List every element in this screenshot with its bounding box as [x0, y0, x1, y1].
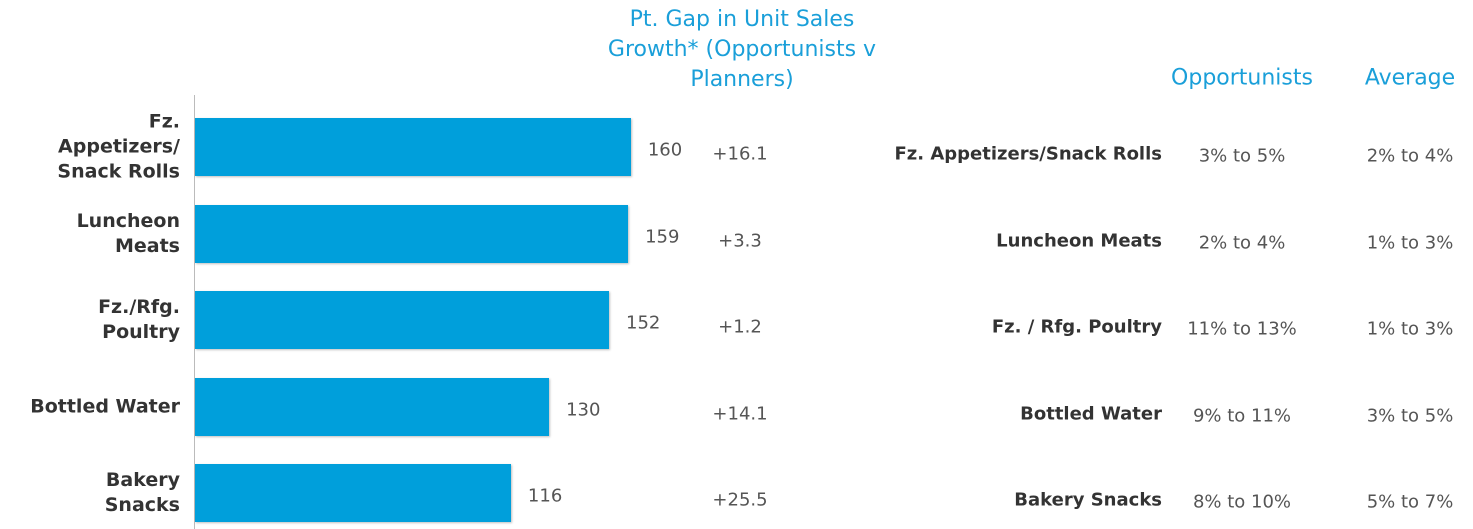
- row-label: Luncheon Meats: [996, 230, 1162, 251]
- category-label: Bottled Water: [30, 395, 180, 417]
- table-cell: 11% to 13%: [1187, 318, 1297, 340]
- value-label: 152: [626, 312, 661, 334]
- gap-value: +14.1: [712, 403, 768, 424]
- bar: [195, 291, 610, 349]
- table-cell: 1% to 3%: [1366, 318, 1454, 340]
- gap-value: +3.3: [718, 230, 762, 251]
- bar: [195, 464, 512, 522]
- axis-line: [194, 95, 195, 529]
- table-cell: 5% to 7%: [1366, 491, 1454, 513]
- column-header: Average: [1364, 65, 1456, 91]
- table-cell: 9% to 11%: [1192, 405, 1292, 426]
- table-cell: 3% to 5%: [1198, 145, 1286, 167]
- gap-header: Pt. Gap in Unit Sales Growth* (Opportuni…: [607, 7, 877, 92]
- table-cell: 2% to 4%: [1198, 232, 1286, 253]
- gap-value: +25.5: [712, 489, 768, 511]
- value-label: 159: [645, 226, 680, 247]
- gap-value: +16.1: [712, 143, 768, 165]
- bar: [195, 118, 631, 176]
- table-cell: 2% to 4%: [1366, 145, 1454, 167]
- column-header: Opportunists: [1171, 65, 1313, 91]
- category-label: Bakery Snacks: [104, 469, 180, 516]
- table-cell: 8% to 10%: [1192, 491, 1292, 513]
- row-label: Fz. Appetizers/Snack Rolls: [894, 143, 1162, 165]
- category-label: Luncheon Meats: [76, 209, 180, 257]
- table-cell: 1% to 3%: [1366, 232, 1454, 253]
- gap-value: +1.2: [718, 316, 762, 338]
- bar: [195, 204, 629, 263]
- value-label: 116: [527, 485, 563, 507]
- bar: [195, 377, 550, 436]
- table-cell: 3% to 5%: [1366, 405, 1454, 426]
- row-label: Fz. / Rfg. Poultry: [991, 316, 1162, 338]
- row-label: Bakery Snacks: [1014, 489, 1162, 511]
- category-label: Fz. Appetizers/ Snack Rolls: [57, 110, 180, 183]
- value-label: 160: [647, 139, 683, 161]
- value-label: 130: [566, 399, 601, 420]
- category-label: Fz./Rfg. Poultry: [98, 296, 180, 343]
- row-label: Bottled Water: [1020, 403, 1162, 424]
